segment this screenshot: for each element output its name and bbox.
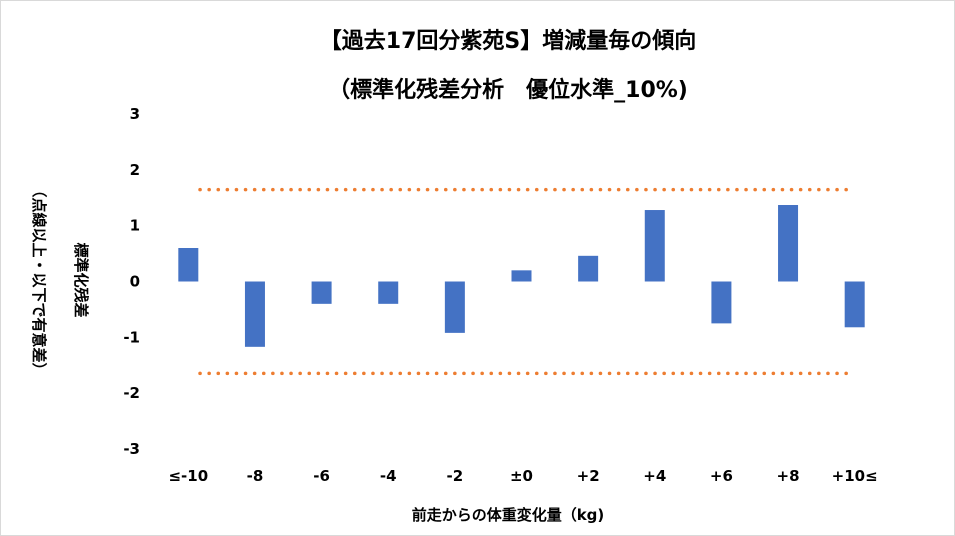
x-tick-label: +2 [577,467,600,485]
y-axis-ticks: -3 -2 -1 0 1 2 3 [123,105,140,458]
bar [711,281,732,324]
y-tick-label: 0 [130,273,140,291]
y-tick-label: -3 [123,440,140,458]
x-tick-label: +6 [710,467,733,485]
bar [244,281,265,347]
chart-title: 【過去17回分紫苑S】増減量毎の傾向 [320,28,696,54]
x-axis-title: 前走からの体重変化量（kg) [412,506,605,524]
x-tick-label: +8 [777,467,800,485]
y-axis-note: （点線以上・以下で有意差） [30,182,48,377]
x-tick-label: -8 [247,467,264,485]
bar [178,248,199,282]
bar [844,281,865,328]
x-axis-ticks: ≤-10 -8 -6 -4 -2 ±0 +2 +4 +6 +8 +10≤ [168,467,877,485]
x-tick-label: ±0 [510,467,533,485]
y-tick-label: 1 [130,217,140,235]
bar [311,281,332,304]
y-axis-title: 標準化残差 [72,242,90,317]
x-tick-label: +10≤ [832,467,878,485]
bar [511,270,532,282]
x-tick-label: -2 [447,467,464,485]
bar [644,210,665,282]
x-tick-label: ≤-10 [168,467,208,485]
chart-subtitle: （標準化残差分析 優位水準_10%) [328,77,688,103]
bar-series [178,205,865,347]
y-tick-label: 3 [130,105,140,123]
x-tick-label: -4 [380,467,397,485]
x-tick-label: +4 [643,467,666,485]
y-tick-label: -2 [123,384,140,402]
bar [444,281,465,333]
threshold-lines [198,187,854,376]
bar [578,255,599,282]
bar [378,281,399,304]
y-tick-label: -1 [123,328,140,346]
y-tick-label: 2 [130,161,140,179]
bar [778,205,799,282]
x-tick-label: -6 [313,467,330,485]
